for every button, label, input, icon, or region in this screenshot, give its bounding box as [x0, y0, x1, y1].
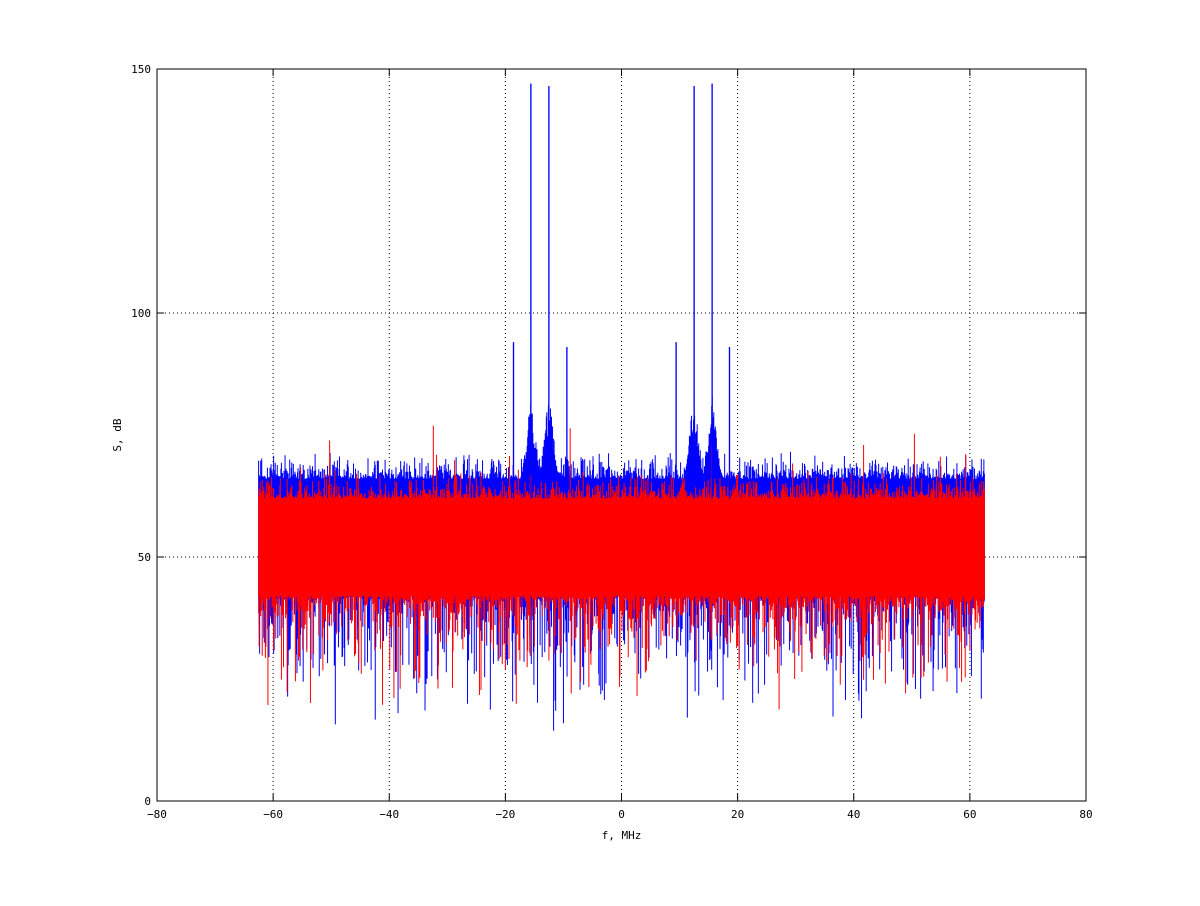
x-tick-label: 80	[1079, 808, 1092, 821]
y-tick-label: 150	[131, 63, 151, 76]
x-tick-label: −20	[495, 808, 515, 821]
x-tick-label: 40	[847, 808, 860, 821]
carrier-spikes	[512, 83, 731, 499]
series-core-band	[258, 517, 985, 577]
series-layer	[258, 83, 985, 731]
x-tick-label: 20	[731, 808, 744, 821]
x-tick-label: −60	[263, 808, 283, 821]
x-axis-label: f, MHz	[602, 829, 642, 842]
x-tick-label: 60	[963, 808, 976, 821]
y-tick-label: 0	[144, 795, 151, 808]
x-tick-label: −40	[379, 808, 399, 821]
y-tick-label: 100	[131, 307, 151, 320]
series-2	[258, 425, 985, 710]
x-tick-label: 0	[618, 808, 625, 821]
ticks: −80 −60 −40 −20 0 20 40 60 80 0 50 100 150	[131, 63, 1093, 821]
y-axis-label: S, dB	[111, 418, 124, 451]
y-tick-label: 50	[138, 551, 151, 564]
plot-area	[157, 69, 1086, 801]
x-tick-label: −80	[147, 808, 167, 821]
